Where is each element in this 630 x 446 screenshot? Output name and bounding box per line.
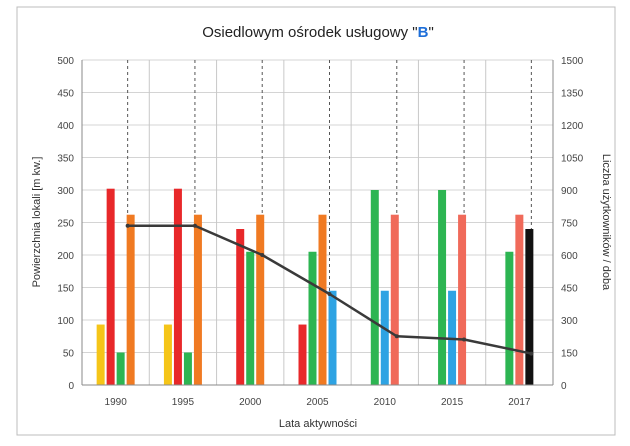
y-right-tick-label: 0	[561, 381, 567, 392]
y-tick-label: 250	[57, 219, 74, 230]
series-point	[529, 351, 534, 356]
y-right-tick-label: 150	[561, 349, 578, 360]
bar	[380, 290, 389, 385]
bar	[438, 190, 447, 385]
chart-title: Osiedlowym ośrodek usługowy "B"	[202, 24, 434, 41]
bar	[96, 324, 105, 385]
y-tick-label: 200	[57, 251, 74, 262]
bar	[328, 290, 337, 385]
y-tick-label: 0	[68, 381, 74, 392]
chart-title-end: "	[428, 24, 433, 41]
series-point	[327, 292, 332, 296]
line-series	[125, 223, 534, 356]
bar	[126, 214, 135, 385]
bar	[183, 352, 192, 385]
x-tick-label: 2000	[239, 397, 262, 408]
bar	[308, 251, 317, 385]
y-right-tick-label: 300	[561, 316, 578, 327]
x-tick-label: 2017	[508, 397, 531, 408]
bar	[246, 251, 255, 385]
y-right-tick-label: 1200	[561, 121, 584, 132]
x-tick-label: 2015	[441, 397, 464, 408]
bar	[515, 214, 524, 385]
y-tick-label: 450	[57, 89, 74, 100]
chart-title-letter: B	[418, 24, 429, 41]
bar	[236, 229, 245, 385]
bar	[256, 214, 265, 385]
y-right-tick-label: 600	[561, 251, 578, 262]
axes: 0 50 100 150 200 250 300 350 400 450 500 0 150 300 450…	[57, 56, 583, 408]
x-tick-label: 1990	[105, 397, 128, 408]
y-tick-label: 100	[57, 316, 74, 327]
y-right-tick-label: 1350	[561, 89, 584, 100]
x-tick-label: 1995	[172, 397, 195, 408]
series-point	[394, 334, 399, 339]
y-tick-label: 50	[63, 349, 75, 360]
y-tick-label: 350	[57, 154, 74, 165]
x-axis-label: Lata aktywności	[279, 418, 357, 430]
bar	[390, 214, 399, 385]
series-point	[260, 253, 265, 257]
bar	[458, 214, 467, 385]
chart-title-main: Osiedlowym ośrodek usługowy "	[202, 24, 417, 41]
y-tick-label: 500	[57, 56, 74, 67]
bar-group	[96, 188, 534, 385]
bar	[318, 214, 327, 385]
x-tick-label: 2010	[374, 397, 397, 408]
y-right-tick-label: 450	[561, 284, 578, 295]
bar	[193, 214, 202, 385]
bar	[163, 324, 172, 385]
x-tick-label: 2005	[306, 397, 329, 408]
y-right-tick-label: 1500	[561, 56, 584, 67]
bar	[173, 188, 182, 385]
y-tick-label: 150	[57, 284, 74, 295]
bar	[298, 324, 307, 385]
bar	[370, 190, 379, 385]
series-point	[462, 337, 467, 342]
y-right-tick-label: 1050	[561, 154, 584, 165]
series-point	[192, 223, 197, 228]
bar	[525, 229, 534, 385]
y-tick-label: 300	[57, 186, 74, 197]
y-tick-label: 400	[57, 121, 74, 132]
bar	[116, 352, 125, 385]
y-right-tick-label: 750	[561, 219, 578, 230]
y-axis-right-label: Liczba użytkowników / doba	[600, 154, 612, 291]
y-right-tick-label: 900	[561, 186, 578, 197]
series-point	[125, 223, 130, 228]
y-axis-label: Powierzchnia lokali [m kw.]	[31, 157, 43, 288]
bar	[106, 188, 115, 385]
bar	[505, 251, 514, 385]
